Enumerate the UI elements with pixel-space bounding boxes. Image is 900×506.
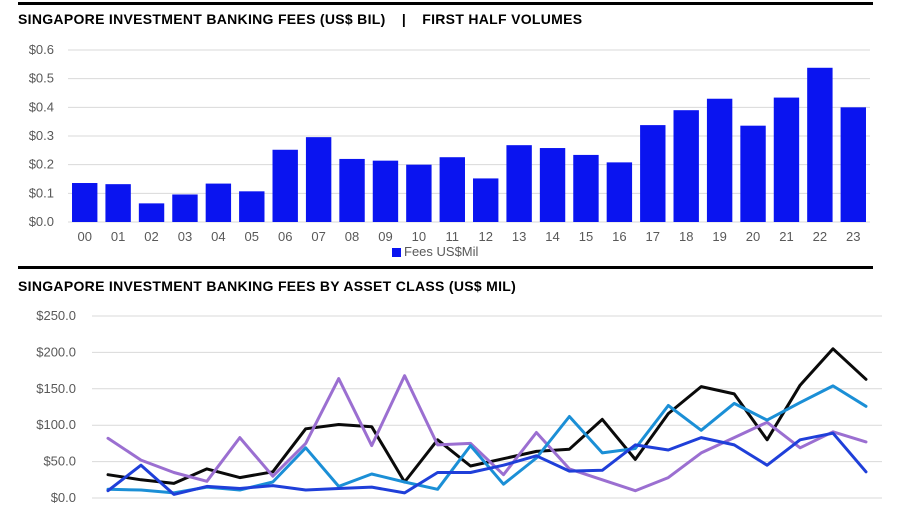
legend-label: Fees US$Mil <box>404 244 479 259</box>
bar <box>105 184 131 222</box>
legend-swatch <box>392 248 401 257</box>
bar <box>239 191 265 222</box>
bar-x-tick-label: 08 <box>345 229 359 244</box>
bar-x-tick-label: 14 <box>545 229 559 244</box>
bar <box>706 98 733 222</box>
bar <box>840 107 866 222</box>
bar-x-tick-label: 19 <box>712 229 726 244</box>
bar <box>272 149 298 222</box>
bar-x-tick-label: 20 <box>746 229 760 244</box>
bar-x-tick-label: 22 <box>813 229 827 244</box>
bar <box>773 97 800 222</box>
bar <box>72 183 98 222</box>
bar-x-tick-label: 02 <box>144 229 158 244</box>
series-line-2 <box>106 374 868 493</box>
bar <box>807 67 833 222</box>
series-line-1 <box>106 347 868 485</box>
series-line-4 <box>106 431 868 496</box>
line-y-tick-label: $150.0 <box>36 381 76 396</box>
bar-x-tick-label: 17 <box>646 229 660 244</box>
bar-x-tick-label: 01 <box>111 229 125 244</box>
bar-chart: $0.0 $0.1 $0.2 $0.3 $0.4 $0.5 $0.6 00 01 02 03 04 05… <box>29 42 870 259</box>
bar <box>606 162 633 222</box>
bar-y-tick-label: $0.6 <box>29 42 54 57</box>
bar-x-tick-label: 21 <box>779 229 793 244</box>
bar-x-tick-label: 23 <box>846 229 860 244</box>
bar-x-tick-label: 07 <box>311 229 325 244</box>
bar-x-tick-label: 00 <box>77 229 91 244</box>
bar-x-tick-label: 13 <box>512 229 526 244</box>
line-chart: $0.0 $50.0 $100.0 $150.0 $200.0 $250.0 <box>36 308 882 505</box>
bar-y-tick-label: $0.0 <box>29 214 54 229</box>
bar-x-tick-label: 12 <box>478 229 492 244</box>
bar <box>305 137 332 222</box>
top-rule <box>18 2 873 5</box>
bar-x-tick-label: 11 <box>446 229 460 244</box>
line-y-tick-label: $0.0 <box>51 490 76 505</box>
bar-x-tick-label: 09 <box>378 229 392 244</box>
middle-rule <box>18 266 873 269</box>
bar <box>506 145 532 222</box>
chart-2-title: SINGAPORE INVESTMENT BANKING FEES BY ASS… <box>18 278 517 294</box>
bar <box>640 125 666 222</box>
bar-x-tick-label: 05 <box>245 229 259 244</box>
bar-x-tick-label: 03 <box>178 229 192 244</box>
bar <box>740 125 766 222</box>
chart-1-subtitle: FIRST HALF VOLUMES <box>422 11 583 27</box>
line-y-tick-label: $250.0 <box>36 308 76 323</box>
bar-y-tick-label: $0.5 <box>29 71 54 86</box>
bar-y-tick-label: $0.1 <box>29 185 54 200</box>
bar-x-tick-label: 16 <box>612 229 626 244</box>
bar <box>439 157 465 222</box>
bar <box>372 160 399 222</box>
chart-1-title-row: SINGAPORE INVESTMENT BANKING FEES (US$ B… <box>18 11 582 27</box>
bar <box>205 183 232 222</box>
bar-x-tick-label: 10 <box>412 229 426 244</box>
chart-1-title: SINGAPORE INVESTMENT BANKING FEES (US$ B… <box>18 11 386 27</box>
chart-1-title-separator: | <box>401 11 407 27</box>
bar-y-tick-label: $0.4 <box>29 99 54 114</box>
bar-x-tick-label: 18 <box>679 229 693 244</box>
bar-y-tick-label: $0.3 <box>29 128 54 143</box>
bar <box>172 194 198 222</box>
bar-x-tick-label: 04 <box>211 229 225 244</box>
bar-x-tick-label: 15 <box>579 229 593 244</box>
line-y-tick-label: $200.0 <box>36 344 76 359</box>
bar <box>406 164 432 222</box>
bar <box>539 148 566 222</box>
bar <box>138 203 165 222</box>
bar <box>339 158 365 222</box>
series-line-3 <box>106 384 868 495</box>
bar <box>473 178 499 222</box>
line-y-tick-label: $50.0 <box>43 454 76 469</box>
line-y-tick-label: $100.0 <box>36 417 76 432</box>
bar-x-tick-label: 06 <box>278 229 292 244</box>
bar <box>573 154 599 222</box>
bar <box>673 110 699 222</box>
bar-y-tick-label: $0.2 <box>29 157 54 172</box>
